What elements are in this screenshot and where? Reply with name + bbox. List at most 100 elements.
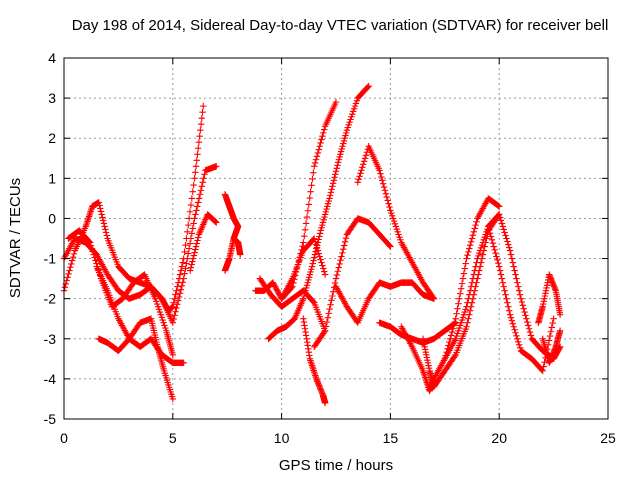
data-point bbox=[99, 214, 106, 221]
data-point bbox=[292, 272, 299, 279]
series-arc-f bbox=[187, 211, 220, 274]
x-tick-label: 10 bbox=[274, 430, 290, 446]
data-point bbox=[479, 251, 487, 258]
data-point bbox=[514, 335, 521, 342]
data-point bbox=[305, 201, 312, 208]
data-point bbox=[506, 247, 514, 254]
data-point bbox=[539, 367, 546, 375]
data-point bbox=[321, 268, 328, 275]
data-point bbox=[174, 283, 181, 290]
series-arc-e bbox=[95, 335, 187, 367]
data-point bbox=[180, 275, 187, 282]
data-point bbox=[331, 279, 339, 287]
data-point bbox=[378, 173, 385, 181]
data-point bbox=[502, 232, 509, 239]
data-point bbox=[185, 221, 192, 229]
data-point bbox=[298, 246, 305, 254]
data-point bbox=[509, 320, 516, 327]
data-point bbox=[326, 192, 334, 199]
data-point bbox=[192, 169, 199, 176]
data-point bbox=[517, 295, 525, 302]
data-point bbox=[63, 277, 70, 284]
data-point bbox=[463, 255, 470, 262]
data-point bbox=[464, 299, 471, 306]
data-point bbox=[356, 173, 363, 180]
data-point bbox=[192, 246, 199, 253]
data-point bbox=[451, 352, 458, 360]
y-tick-label: 4 bbox=[48, 50, 56, 66]
data-point bbox=[429, 294, 437, 301]
data-point bbox=[471, 267, 478, 274]
data-point bbox=[496, 203, 503, 210]
data-point bbox=[538, 366, 546, 374]
data-point bbox=[466, 291, 473, 298]
data-point bbox=[449, 325, 457, 332]
data-point bbox=[330, 177, 338, 184]
data-point bbox=[100, 220, 108, 227]
series-arc-l bbox=[265, 82, 372, 342]
data-point bbox=[466, 245, 473, 252]
data-point bbox=[170, 299, 177, 306]
data-point bbox=[188, 230, 196, 237]
data-point bbox=[321, 126, 328, 133]
data-point bbox=[494, 256, 501, 264]
data-point bbox=[511, 326, 518, 333]
data-point bbox=[175, 297, 182, 304]
data-point bbox=[384, 197, 391, 204]
data-point bbox=[332, 171, 339, 178]
data-point bbox=[316, 233, 323, 240]
data-point bbox=[302, 220, 310, 227]
chart-title: Day 198 of 2014, Sidereal Day-to-day VTE… bbox=[72, 17, 609, 34]
data-point bbox=[177, 267, 185, 274]
data-point bbox=[454, 305, 461, 312]
data-point bbox=[516, 291, 524, 298]
series-arc-w bbox=[539, 327, 564, 367]
data-point bbox=[364, 83, 371, 91]
data-point bbox=[455, 300, 462, 307]
data-point bbox=[290, 279, 297, 287]
data-point bbox=[450, 322, 458, 329]
data-point bbox=[199, 179, 206, 186]
data-point bbox=[452, 315, 459, 322]
data-point bbox=[188, 195, 196, 202]
data-point bbox=[311, 163, 318, 170]
data-point bbox=[201, 171, 208, 178]
data-point bbox=[496, 211, 503, 218]
data-point bbox=[458, 280, 466, 287]
data-point bbox=[174, 301, 181, 308]
data-point bbox=[457, 285, 465, 292]
data-point bbox=[211, 217, 219, 225]
data-point bbox=[467, 283, 475, 290]
data-point bbox=[192, 211, 199, 218]
data-point bbox=[507, 251, 515, 258]
data-point bbox=[513, 275, 520, 282]
data-point bbox=[193, 240, 200, 247]
data-point bbox=[556, 311, 564, 318]
data-point bbox=[294, 261, 302, 268]
data-point bbox=[304, 207, 312, 214]
data-point bbox=[510, 263, 517, 270]
data-point bbox=[504, 299, 511, 306]
data-point bbox=[546, 332, 554, 340]
data-point bbox=[550, 315, 557, 322]
data-point bbox=[193, 157, 200, 164]
data-point bbox=[468, 235, 476, 242]
data-point bbox=[341, 238, 349, 246]
data-point bbox=[86, 239, 94, 246]
series-arc-b bbox=[60, 163, 220, 326]
data-point bbox=[473, 218, 480, 225]
data-point bbox=[312, 156, 320, 163]
data-point bbox=[299, 242, 306, 250]
data-point bbox=[185, 250, 192, 257]
data-point bbox=[172, 291, 179, 298]
data-point bbox=[527, 332, 535, 339]
data-point bbox=[481, 243, 488, 250]
data-point bbox=[465, 315, 472, 322]
data-point bbox=[332, 98, 340, 106]
data-point bbox=[65, 270, 72, 278]
data-point bbox=[324, 314, 332, 321]
data-point bbox=[200, 175, 207, 182]
data-point bbox=[310, 169, 317, 176]
data-point bbox=[496, 214, 504, 221]
